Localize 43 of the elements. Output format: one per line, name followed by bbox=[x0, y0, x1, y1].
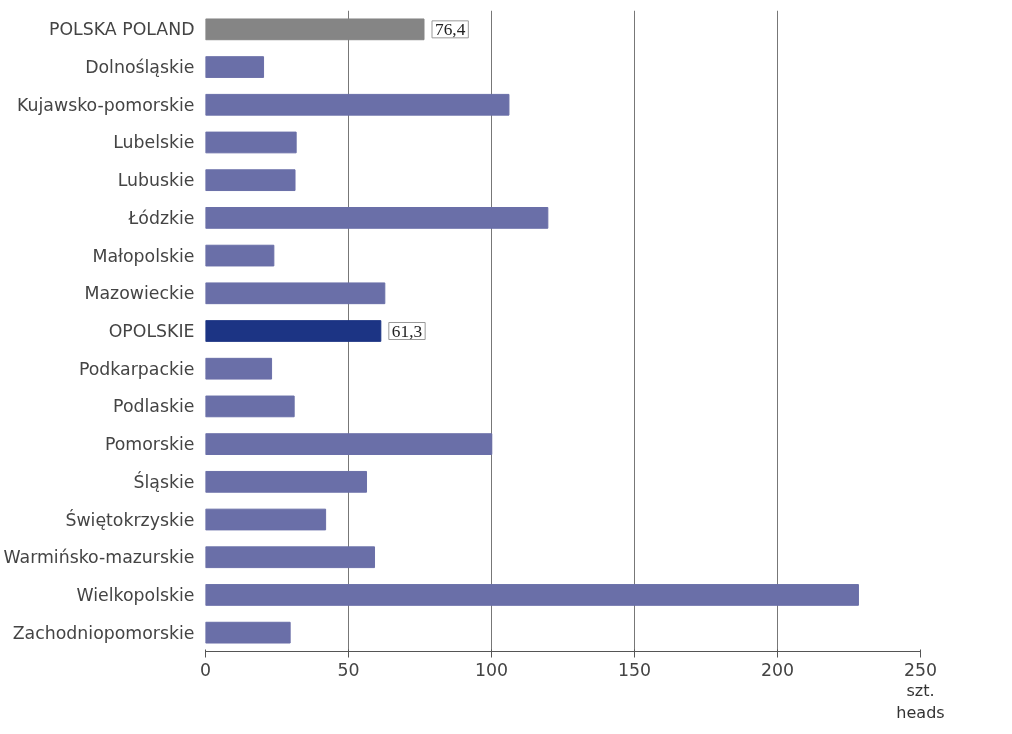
y-tick-label: Podlaskie bbox=[113, 396, 195, 417]
y-tick-label: Mazowieckie bbox=[84, 283, 195, 304]
x-axis-title: szt. heads bbox=[896, 680, 945, 723]
x-tick-label: 150 bbox=[617, 659, 652, 680]
y-tick-label: Dolnośląskie bbox=[85, 57, 195, 78]
bar bbox=[205, 207, 549, 229]
bar bbox=[205, 93, 510, 116]
y-tick-label: Świętokrzyskie bbox=[65, 508, 195, 530]
bar bbox=[205, 169, 296, 192]
y-tick-label: Lubelskie bbox=[113, 132, 195, 153]
y-tick-label: Lubuskie bbox=[117, 170, 195, 191]
x-tick-label: 0 bbox=[199, 659, 212, 680]
x-tick-label: 250 bbox=[903, 659, 938, 680]
bar bbox=[205, 584, 859, 606]
y-tick-label: Śląskie bbox=[133, 470, 195, 492]
bar bbox=[205, 357, 273, 380]
y-tick-label: Warmińsko-mazurskie bbox=[3, 547, 195, 568]
y-tick-label: Podkarpackie bbox=[78, 358, 195, 379]
bar bbox=[205, 433, 493, 455]
bar bbox=[205, 56, 265, 78]
data-label: 61,3 bbox=[391, 321, 423, 341]
bar bbox=[205, 18, 425, 41]
bar bbox=[205, 470, 368, 493]
x-tick-label: 100 bbox=[474, 659, 509, 680]
y-tick-label: OPOLSKIE bbox=[108, 321, 195, 341]
bar bbox=[205, 244, 275, 267]
y-tick-label: Małopolskie bbox=[92, 245, 195, 266]
bar bbox=[205, 282, 386, 305]
bar bbox=[205, 621, 291, 644]
bar bbox=[205, 546, 376, 569]
bar bbox=[205, 508, 327, 531]
x-tick-label: 50 bbox=[337, 659, 360, 680]
bar bbox=[205, 131, 297, 154]
y-tick-label: Kujawsko-pomorskie bbox=[17, 94, 195, 115]
y-tick-label: POLSKA POLAND bbox=[49, 19, 195, 40]
x-tick-label: 200 bbox=[760, 659, 795, 680]
y-tick-label: Wielkopolskie bbox=[76, 584, 195, 605]
data-label: 76,4 bbox=[435, 19, 466, 39]
y-tick-label: Zachodniopomorskie bbox=[12, 622, 195, 643]
y-tick-label: Łódzkie bbox=[127, 207, 195, 228]
y-tick-label: Pomorskie bbox=[104, 434, 195, 455]
bar bbox=[205, 395, 295, 418]
bar bbox=[205, 320, 382, 342]
